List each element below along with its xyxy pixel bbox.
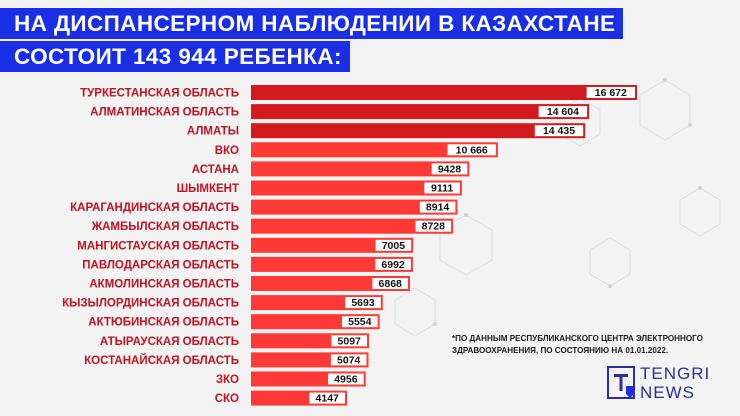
value-label: 14 604 xyxy=(547,106,579,118)
category-label: ТУРКЕСТАНСКАЯ ОБЛАСТЬ xyxy=(80,88,239,100)
category-label: ШЫМКЕНТ xyxy=(177,183,239,195)
tengri-logo-icon xyxy=(607,366,635,399)
value-label-background xyxy=(375,258,411,270)
tengri-news-logo: TENGRI NEWS xyxy=(607,365,732,407)
category-label: КЫЗЫЛОРДИНСКАЯ ОБЛАСТЬ xyxy=(62,298,239,310)
page-title: НА ДИСПАНСЕРНОМ НАБЛЮДЕНИИ В КАЗАХСТАНЕ … xyxy=(0,8,624,72)
value-label-background xyxy=(372,278,408,289)
bar xyxy=(251,180,462,196)
value-label-background xyxy=(424,182,460,194)
logo-text-news: NEWS xyxy=(640,383,695,402)
value-label: 5097 xyxy=(338,335,362,347)
value-label: 6992 xyxy=(381,259,405,271)
category-label: ВКО xyxy=(215,145,239,157)
bar xyxy=(251,276,410,291)
bar xyxy=(251,123,586,139)
title-line-2-suffix: РЕБЕНКА: xyxy=(217,44,342,69)
title-line-2-prefix: СОСТОИТ xyxy=(14,44,133,69)
title-line-2: СОСТОИТ 143 944 РЕБЕНКА: xyxy=(0,41,350,72)
value-label-background xyxy=(534,125,584,137)
value-label-background xyxy=(328,373,364,385)
title-total-number: 143 944 xyxy=(132,44,218,69)
logo-text-tengri: TENGRI xyxy=(640,364,711,383)
bar xyxy=(251,256,413,272)
value-label-background xyxy=(415,220,452,232)
value-label-background xyxy=(538,106,588,118)
bar xyxy=(251,199,458,215)
category-label: МАНГИСТАУСКАЯ ОБЛАСТЬ xyxy=(77,240,239,252)
title-line-1: НА ДИСПАНСЕРНОМ НАБЛЮДЕНИИ В КАЗАХСТАНЕ xyxy=(0,8,624,39)
value-label-background xyxy=(447,144,496,156)
bar xyxy=(251,142,498,158)
value-label: 9428 xyxy=(438,163,462,175)
category-label: КОСТАНАЙСКАЯ ОБЛАСТЬ xyxy=(84,354,239,367)
category-label: АКТЮБИНСКАЯ ОБЛАСТЬ xyxy=(88,317,239,329)
value-label-background xyxy=(586,87,635,98)
bar xyxy=(251,218,454,234)
value-label-background xyxy=(345,297,381,309)
category-label: ЗКО xyxy=(216,374,239,386)
value-label: 7005 xyxy=(382,240,406,252)
bar xyxy=(251,237,414,253)
value-label-background xyxy=(431,163,468,175)
category-label: КАРАГАНДИНСКАЯ ОБЛАСТЬ xyxy=(70,202,239,214)
value-label-background xyxy=(331,335,367,347)
value-label: 5074 xyxy=(337,354,361,366)
category-label: АКМОЛИНСКАЯ ОБЛАСТЬ xyxy=(89,279,239,291)
bar xyxy=(251,104,590,120)
value-label: 16 672 xyxy=(595,87,627,99)
category-label: АЛМАТЫ xyxy=(187,126,239,138)
value-label-background xyxy=(375,239,412,251)
category-label: АЛМАТИНСКАЯ ОБЛАСТЬ xyxy=(90,107,239,119)
value-label: 8914 xyxy=(426,202,450,214)
category-label: ЖАМБЫЛСКАЯ ОБЛАСТЬ xyxy=(91,221,239,233)
value-label: 4147 xyxy=(316,393,340,405)
value-label: 10 666 xyxy=(456,144,488,156)
source-footnote: *ПО ДАННЫМ РЕСПУБЛИКАНСКОГО ЦЕНТРА ЭЛЕКТ… xyxy=(452,334,703,355)
value-label-background xyxy=(342,316,378,328)
value-label-background xyxy=(309,392,345,404)
bar xyxy=(251,85,637,100)
value-label: 5554 xyxy=(348,316,372,328)
value-label: 14 435 xyxy=(543,125,575,137)
value-label: 4956 xyxy=(334,374,358,386)
value-label-background xyxy=(330,354,367,366)
value-label: 5693 xyxy=(351,297,375,309)
category-label: АСТАНА xyxy=(192,164,239,176)
value-label: 9111 xyxy=(431,183,453,195)
category-label: СКО xyxy=(215,393,239,405)
value-label: 8728 xyxy=(422,221,446,233)
value-label-background xyxy=(419,201,456,213)
category-label: АТЫРАУСКАЯ ОБЛАСТЬ xyxy=(100,336,239,348)
value-label: 6868 xyxy=(379,278,403,290)
category-label: ПАВЛОДАРСКАЯ ОБЛАСТЬ xyxy=(82,259,239,271)
bar xyxy=(251,161,470,177)
